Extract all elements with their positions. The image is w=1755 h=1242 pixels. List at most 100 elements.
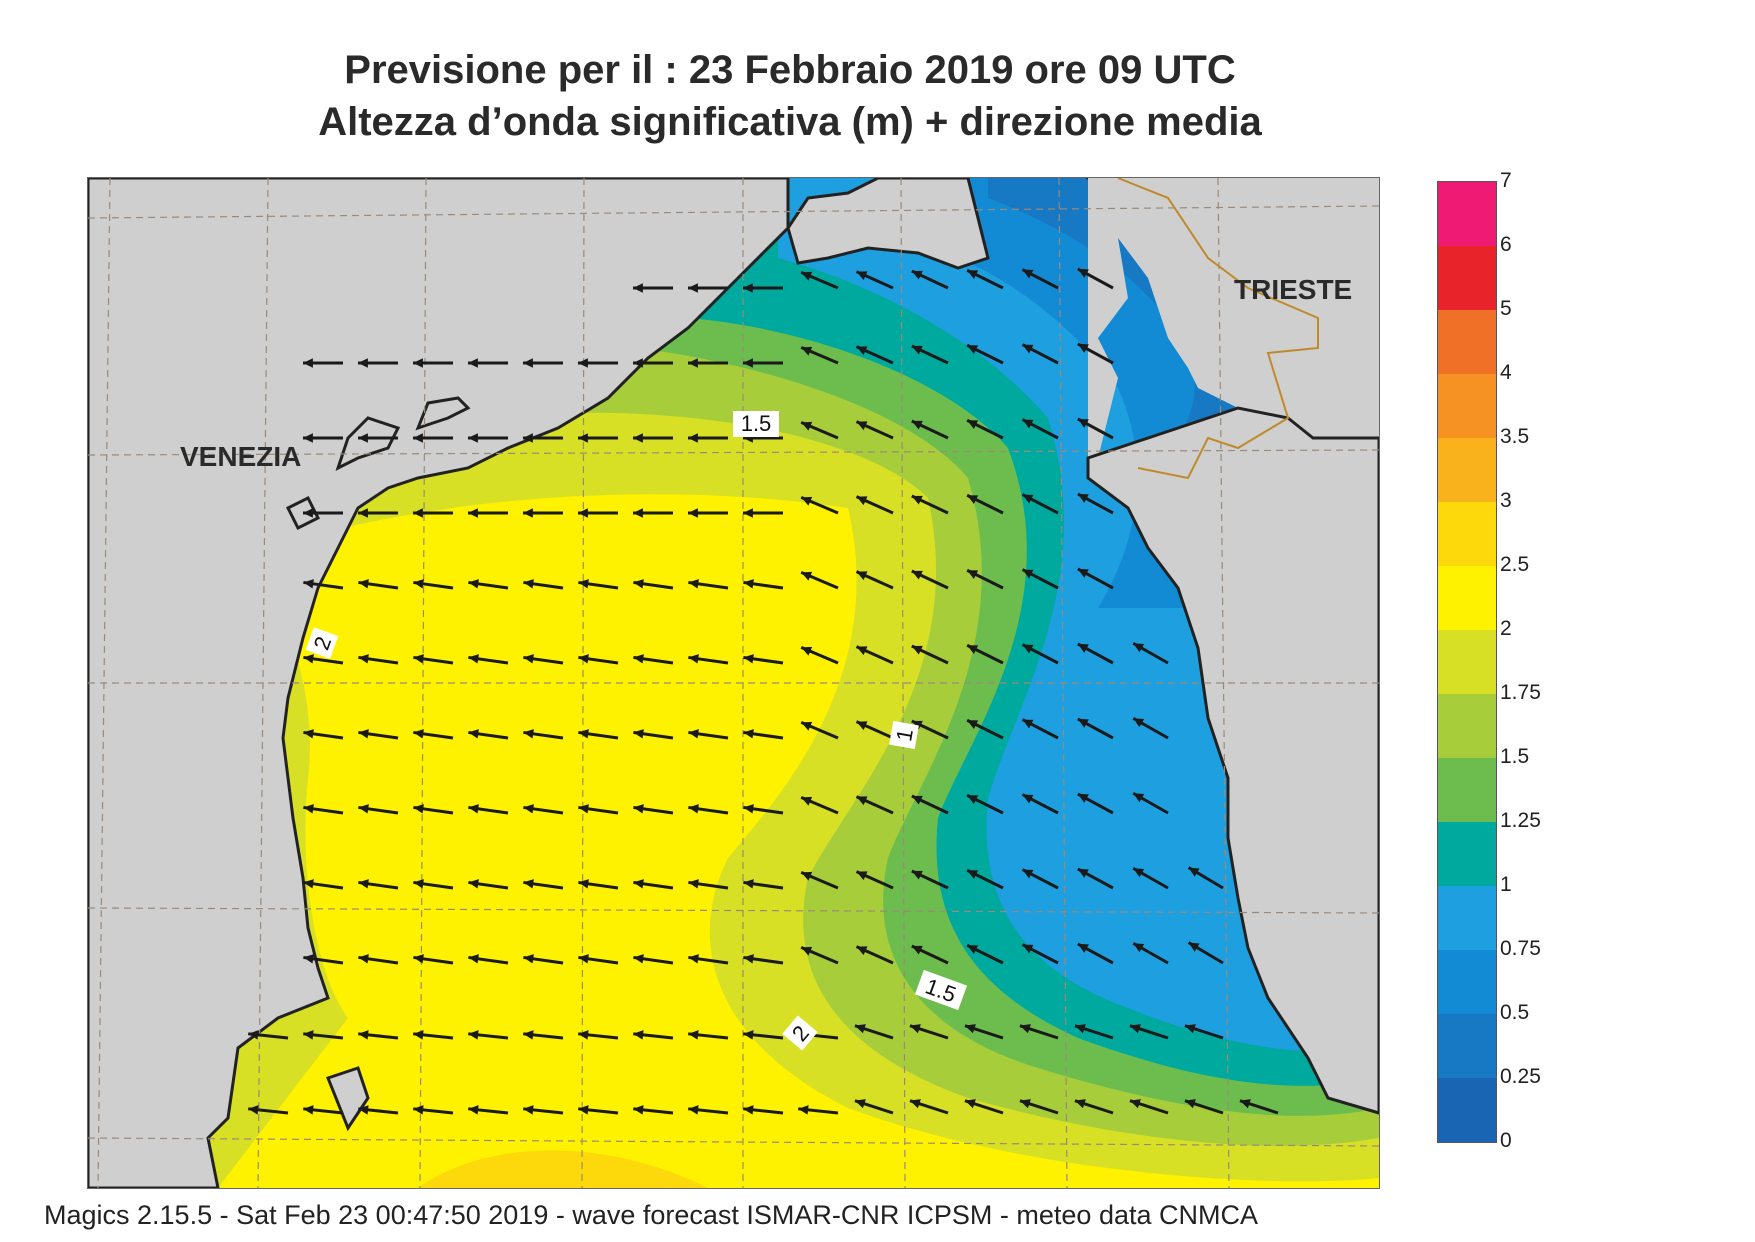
wave-arrow-head (413, 654, 424, 664)
wave-arrow-head (358, 954, 369, 964)
wave-arrow-head (909, 1024, 921, 1034)
wave-arrow-head (633, 804, 644, 814)
wave-arrow-head (967, 795, 979, 804)
colorbar-tick-label: 3.5 (1500, 425, 1530, 448)
wave-arrow-head (578, 729, 589, 739)
wave-arrow-head (856, 871, 868, 881)
wave-arrow-head (856, 646, 868, 656)
wave-arrow-head (1077, 943, 1089, 953)
wave-arrow-head (358, 729, 369, 739)
colorbar-bin (1438, 950, 1496, 1014)
contour-label-box (889, 720, 919, 750)
wave-arrow-head (578, 358, 588, 368)
wave-arrow-head (801, 271, 813, 281)
wave-arrow-head (1022, 344, 1034, 354)
colorbar-tick-label: 2.5 (1500, 553, 1530, 576)
colorbar-bin (1438, 1014, 1496, 1078)
wave-arrow-head (358, 804, 369, 814)
colorbar-bin (1438, 694, 1496, 758)
wave-arrow-head (911, 345, 923, 355)
wave-arrow-head (967, 570, 979, 579)
contour-label-box (782, 1015, 818, 1051)
wave-arrow-head (578, 879, 589, 889)
wave-arrow-head (1129, 1024, 1141, 1034)
wave-arrow-head (801, 346, 813, 356)
wave-arrow-head (413, 879, 424, 889)
wave-arrow-head (1074, 1024, 1086, 1034)
wave-arrow-head (468, 433, 478, 443)
wave-arrow-head (911, 570, 923, 580)
colorbar-bin (1438, 630, 1496, 694)
wave-arrow-head (688, 433, 698, 443)
wave-arrow-head (688, 358, 698, 368)
wave-arrow-head (1019, 1024, 1031, 1034)
wave-arrow-head (743, 1105, 754, 1115)
wave-height-map: 1.5 2 1 1.5 2 (88, 178, 1379, 1188)
wave-arrow-head (967, 720, 979, 729)
wave-arrow-head (801, 571, 813, 581)
wave-arrow-head (1188, 942, 1200, 952)
wave-arrow-head (1184, 1024, 1196, 1034)
colorbar-bin (1438, 374, 1496, 438)
colorbar-bin (1438, 1078, 1496, 1142)
wave-arrow-head (578, 433, 588, 443)
wave-arrow-head (1188, 867, 1200, 877)
wave-arrow-head (523, 654, 534, 664)
wave-arrow-head (801, 796, 813, 806)
wave-arrow-head (358, 358, 368, 368)
wave-arrow-head (743, 804, 754, 814)
wave-arrow-head (578, 579, 589, 589)
wave-arrow-head (688, 804, 699, 814)
colorbar-tick-label: 4 (1500, 361, 1512, 384)
wave-band-2.5-3 (418, 1150, 708, 1188)
wave-arrow-head (413, 1105, 424, 1115)
wave-arrow-head (468, 579, 479, 589)
wave-arrow-head (1022, 794, 1034, 804)
wave-arrow-head (1133, 793, 1145, 803)
wave-arrow-head (633, 654, 644, 664)
wave-arrow-head (633, 433, 643, 443)
wave-arrow-head (688, 1030, 699, 1040)
wave-arrow-head (801, 946, 813, 956)
colorbar-tick-label: 3 (1500, 489, 1512, 512)
wave-arrow-head (303, 729, 314, 739)
wave-arrow-head (801, 646, 813, 656)
wave-arrow-head (856, 571, 868, 581)
wave-arrow-head (743, 879, 754, 889)
wave-arrow-head (1133, 943, 1145, 953)
wave-arrow-head (578, 954, 589, 964)
wave-arrow-head (688, 879, 699, 889)
wave-arrow-head (743, 654, 754, 664)
wave-arrow-head (1074, 1099, 1086, 1109)
wave-arrow-head (743, 508, 753, 518)
colorbar (1437, 181, 1497, 1143)
wave-arrow-head (523, 954, 534, 964)
wave-arrow-head (358, 579, 369, 589)
wave-arrow-head (1077, 793, 1089, 803)
colorbar-tick-label: 1 (1500, 873, 1512, 896)
wave-arrow-head (911, 420, 923, 430)
wave-arrow-head (1022, 944, 1034, 954)
wave-arrow-head (964, 1024, 976, 1034)
wave-arrow-head (578, 804, 589, 814)
wave-arrow-head (468, 1030, 479, 1040)
colorbar-bin (1438, 822, 1496, 886)
colorbar-tick-label: 2 (1500, 617, 1512, 640)
wave-arrow-head (1022, 869, 1034, 879)
wave-arrow-head (633, 579, 644, 589)
colorbar-tick-label: 0.25 (1500, 1065, 1541, 1088)
colorbar-tick-label: 5 (1500, 297, 1512, 320)
wave-arrow-head (633, 358, 643, 368)
colorbar-bin (1438, 246, 1496, 310)
wave-arrow-head (1239, 1099, 1251, 1109)
wave-arrow-head (856, 496, 868, 506)
wave-arrow-head (1077, 418, 1089, 428)
wave-arrow-head (303, 879, 314, 889)
contour-label-box (305, 627, 339, 659)
wave-arrow-head (358, 1105, 369, 1115)
wave-arrow-head (413, 1030, 424, 1040)
wave-arrow-head (413, 508, 423, 518)
contour-label: 1.5 (741, 411, 772, 436)
wave-arrow-head (523, 729, 534, 739)
wave-arrow-head (633, 1105, 644, 1115)
